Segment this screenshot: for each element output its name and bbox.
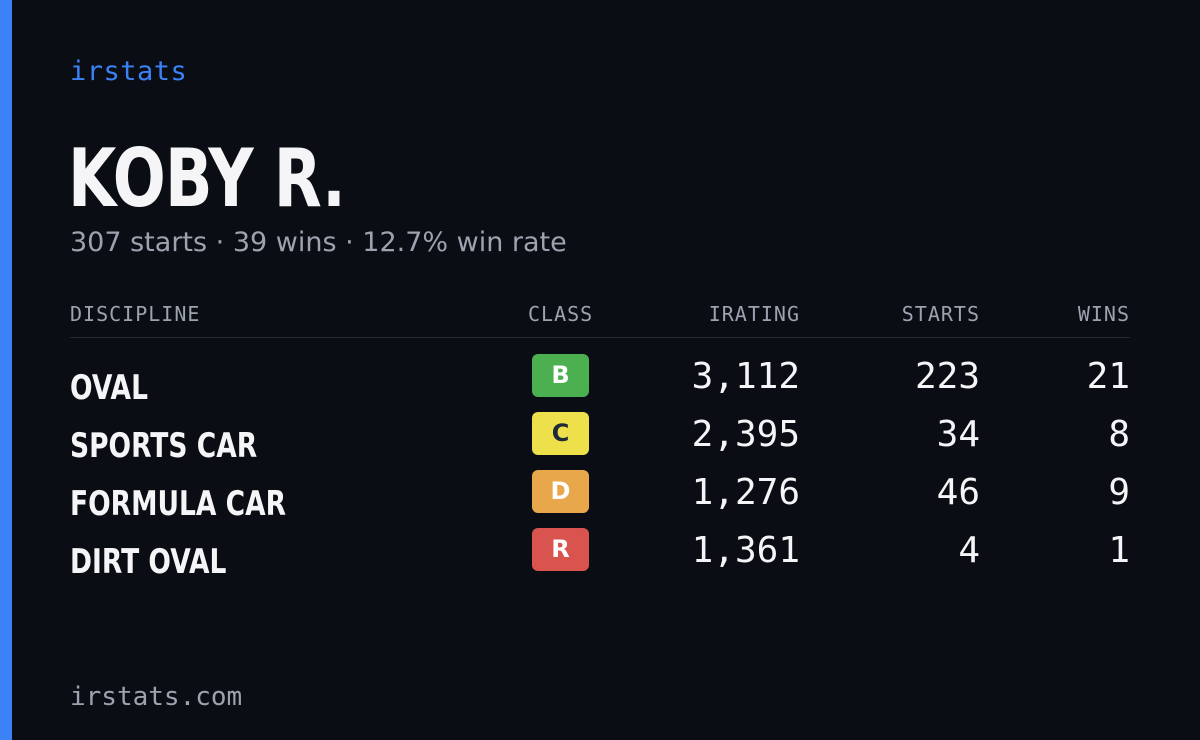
header-discipline: DISCIPLINE <box>70 302 201 326</box>
discipline-name: FORMULA CAR <box>70 484 287 524</box>
discipline-name: DIRT OVAL <box>70 542 227 582</box>
starts-value: 4 <box>958 530 980 571</box>
wins-value: 9 <box>1108 472 1130 513</box>
class-badge: D <box>532 470 589 513</box>
irating-value: 2,395 <box>691 414 800 455</box>
class-badge: C <box>532 412 589 455</box>
class-badge: R <box>532 528 589 571</box>
starts-value: 223 <box>914 356 980 397</box>
irating-value: 1,276 <box>691 472 800 513</box>
header-class: CLASS <box>528 302 594 326</box>
irating-value: 1,361 <box>691 530 800 571</box>
wins-value: 21 <box>1086 356 1130 397</box>
wins-value: 1 <box>1108 530 1130 571</box>
wins-value: 8 <box>1108 414 1130 455</box>
header-wins: WINS <box>1077 302 1130 326</box>
starts-value: 46 <box>936 472 980 513</box>
driver-name: KOBY R. <box>68 132 346 225</box>
header-starts: STARTS <box>901 302 980 326</box>
table-header: DISCIPLINE CLASS IRATING STARTS WINS <box>70 298 1130 338</box>
table-body: OVAL B 3,112 223 21 SPORTS CAR C 2,395 3… <box>70 338 1130 586</box>
discipline-name: OVAL <box>70 368 148 408</box>
irating-value: 3,112 <box>691 356 800 397</box>
table-row: OVAL B 3,112 223 21 <box>70 354 1130 412</box>
stats-table: DISCIPLINE CLASS IRATING STARTS WINS OVA… <box>70 298 1130 586</box>
brand-logo: irstats <box>70 56 188 87</box>
table-row: FORMULA CAR D 1,276 46 9 <box>70 470 1130 528</box>
discipline-name: SPORTS CAR <box>70 426 258 466</box>
class-badge: B <box>532 354 589 397</box>
header-irating: IRATING <box>708 302 800 326</box>
starts-value: 34 <box>936 414 980 455</box>
table-row: SPORTS CAR C 2,395 34 8 <box>70 412 1130 470</box>
accent-bar <box>0 0 12 740</box>
table-row: DIRT OVAL R 1,361 4 1 <box>70 528 1130 586</box>
footer-url: irstats.com <box>70 682 243 712</box>
driver-summary: 307 starts · 39 wins · 12.7% win rate <box>70 227 567 258</box>
